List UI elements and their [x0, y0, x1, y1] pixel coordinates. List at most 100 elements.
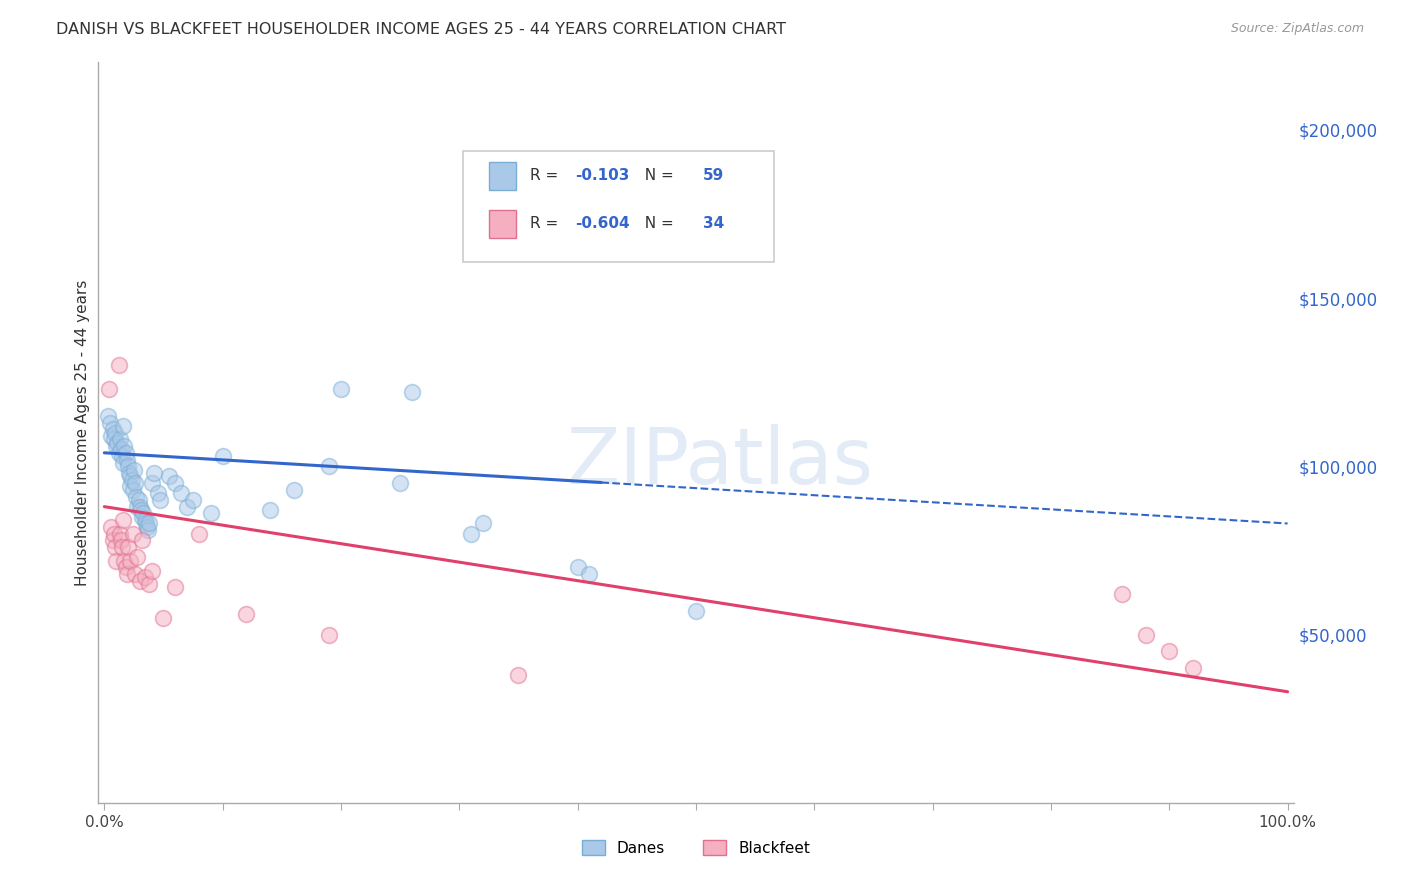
- Point: [114, 446, 136, 460]
- Point: [401, 385, 423, 400]
- Point: [125, 490, 148, 504]
- Point: [389, 476, 412, 491]
- Point: [101, 533, 124, 548]
- Point: [170, 486, 193, 500]
- Point: [136, 523, 159, 537]
- Point: [132, 507, 155, 521]
- Point: [114, 560, 136, 574]
- Point: [157, 469, 180, 483]
- Point: [143, 466, 166, 480]
- Point: [122, 462, 145, 476]
- Point: [141, 564, 163, 578]
- Point: [104, 540, 127, 554]
- Text: Source: ZipAtlas.com: Source: ZipAtlas.com: [1230, 22, 1364, 36]
- Point: [188, 526, 211, 541]
- Point: [460, 526, 482, 541]
- Legend: Danes, Blackfeet: Danes, Blackfeet: [575, 834, 817, 862]
- Point: [107, 446, 129, 460]
- Point: [120, 553, 142, 567]
- Text: N =: N =: [636, 169, 679, 183]
- Point: [1111, 587, 1133, 601]
- Point: [330, 382, 353, 396]
- Point: [283, 483, 305, 497]
- Point: [120, 469, 142, 483]
- Point: [131, 533, 153, 548]
- Point: [181, 492, 204, 507]
- Point: [105, 439, 128, 453]
- Point: [111, 540, 134, 554]
- Text: 59: 59: [703, 169, 724, 183]
- Point: [129, 503, 152, 517]
- Point: [114, 439, 136, 453]
- Point: [110, 533, 132, 548]
- Point: [165, 476, 187, 491]
- Point: [136, 520, 159, 534]
- Point: [115, 452, 138, 467]
- Point: [318, 627, 340, 641]
- Point: [124, 476, 146, 491]
- Point: [107, 359, 129, 373]
- Point: [508, 668, 530, 682]
- Text: R =: R =: [530, 217, 562, 231]
- Point: [104, 425, 127, 440]
- Point: [114, 553, 136, 567]
- Point: [685, 604, 707, 618]
- Point: [103, 526, 125, 541]
- Text: ZIPatlas: ZIPatlas: [567, 425, 873, 500]
- Point: [117, 459, 139, 474]
- Point: [108, 526, 131, 541]
- Text: -0.604: -0.604: [575, 217, 630, 231]
- Text: -0.103: -0.103: [575, 169, 630, 183]
- Point: [128, 492, 150, 507]
- Point: [127, 500, 149, 514]
- Point: [121, 526, 143, 541]
- Point: [135, 516, 157, 531]
- FancyBboxPatch shape: [463, 152, 773, 262]
- Point: [118, 466, 141, 480]
- Text: 34: 34: [703, 217, 724, 231]
- Point: [211, 449, 233, 463]
- Point: [259, 503, 281, 517]
- Point: [112, 456, 135, 470]
- Point: [128, 500, 150, 514]
- Point: [134, 513, 156, 527]
- Point: [146, 486, 169, 500]
- Point: [134, 570, 156, 584]
- Point: [100, 429, 122, 443]
- Point: [235, 607, 257, 622]
- Point: [112, 418, 135, 433]
- Point: [121, 483, 143, 497]
- Point: [152, 610, 174, 624]
- Text: N =: N =: [636, 217, 679, 231]
- Point: [112, 513, 135, 527]
- Point: [103, 433, 125, 447]
- Point: [101, 422, 124, 436]
- Point: [100, 520, 122, 534]
- Point: [117, 540, 139, 554]
- Point: [121, 473, 143, 487]
- Point: [200, 507, 222, 521]
- Point: [108, 433, 131, 447]
- Text: R =: R =: [530, 169, 562, 183]
- Point: [98, 382, 121, 396]
- Point: [1135, 627, 1157, 641]
- Point: [128, 574, 150, 588]
- Point: [567, 560, 589, 574]
- Point: [138, 577, 160, 591]
- Point: [578, 566, 600, 581]
- Text: DANISH VS BLACKFEET HOUSEHOLDER INCOME AGES 25 - 44 YEARS CORRELATION CHART: DANISH VS BLACKFEET HOUSEHOLDER INCOME A…: [56, 22, 786, 37]
- Point: [115, 566, 138, 581]
- Point: [97, 409, 120, 423]
- Point: [120, 479, 142, 493]
- Point: [127, 550, 149, 565]
- Point: [318, 459, 340, 474]
- Point: [124, 566, 146, 581]
- Point: [176, 500, 198, 514]
- Y-axis label: Householder Income Ages 25 - 44 years: Householder Income Ages 25 - 44 years: [75, 279, 90, 586]
- Point: [1181, 661, 1204, 675]
- Point: [138, 516, 160, 531]
- Point: [131, 509, 153, 524]
- FancyBboxPatch shape: [489, 210, 516, 238]
- Point: [105, 553, 128, 567]
- Point: [1159, 644, 1181, 658]
